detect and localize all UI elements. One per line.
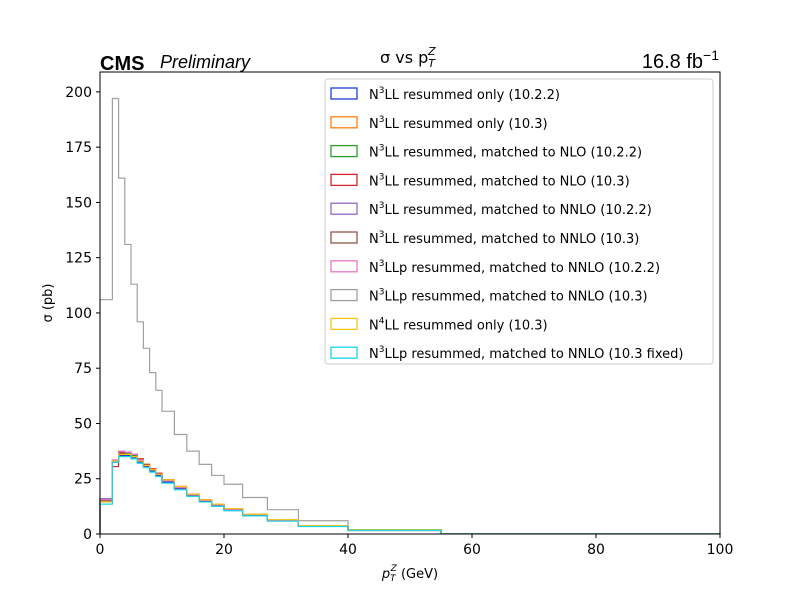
y-axis-label: σ (pb) [41,283,56,322]
ticks-layer: 0 20 40 60 80 100 0 25 50 75 100 125 150 175 200 [65,85,733,558]
legend-label-3: N3LL resummed, matched to NLO (10.3) [369,172,630,189]
legend-label-7: N3LLp resummed, matched to NNLO (10.3) [369,288,648,305]
series-line-6 [99,450,721,535]
y-tick-label-8: 200 [65,85,92,101]
legend-swatch-5 [330,231,358,244]
series-line-5 [99,451,721,535]
legend-label-0: N3LL resummed only (10.2.2) [369,86,560,103]
legend-box [324,78,714,365]
x-axis-label-unit: (GeV) [397,567,438,582]
legend-swatch-8 [330,317,358,331]
x-tick-label-5: 100 [707,542,734,558]
y-tick-label-1: 25 [74,472,92,488]
x-tick-label-4: 80 [587,542,605,558]
y-tick-label-0: 0 [83,527,92,543]
series-line-1 [99,451,721,535]
y-tick-label-6: 150 [65,195,92,211]
x-tick-label-1: 20 [215,542,233,558]
legend-swatch-4 [330,202,358,215]
series-line-3 [99,451,721,535]
legend-swatch-9 [330,346,358,359]
x-axis-label-main: p [381,567,390,582]
legend-label-4: N3LL resummed, matched to NNLO (10.2.2) [369,201,652,218]
y-tick-label-2: 50 [74,416,92,432]
y-tick-label-5: 125 [65,251,92,267]
legend: N3LL resummed only (10.2.2) N3LL resummed… [324,78,714,365]
luminosity-value: 16.8 fb [642,51,703,73]
legend-swatch-3 [330,173,358,187]
x-tick-label-3: 60 [463,542,481,558]
legend-swatch-7 [330,288,358,302]
legend-label-9: N3LLp resummed, matched to NNLO (10.3 fi… [369,345,683,362]
series-line-9 [99,456,721,535]
series-line-8 [99,453,721,535]
chart-title-sub: T [428,57,436,70]
y-tick-label-4: 100 [65,306,92,322]
chart-title-main: σ vs p [380,48,428,67]
legend-swatch-6 [330,260,358,273]
legend-label-1: N3LL resummed only (10.3) [369,115,548,132]
legend-label-6: N3LLp resummed, matched to NNLO (10.2.2) [369,259,660,276]
legend-label-8: N4LL resummed only (10.3) [369,316,548,333]
experiment-label: CMS [100,53,144,75]
plot-frame [99,71,721,535]
x-axis-label: pTZ (GeV) [381,564,438,584]
chart-title: σ vs pTZ [380,45,436,70]
legend-swatch-1 [330,116,358,129]
status-label: Preliminary [160,52,251,72]
luminosity-exponent: −1 [703,47,719,63]
luminosity-label: 16.8 fb−1 [642,47,719,73]
x-tick-label-2: 40 [339,542,357,558]
legend-swatch-2 [330,144,358,158]
x-tick-label-0: 0 [96,542,105,558]
chart-title-sup: Z [427,45,436,58]
x-axis-label-sub: T [390,574,397,584]
legend-swatch-0 [330,87,358,100]
series-line-7 [99,97,721,535]
x-axis-label-sup: Z [390,564,398,574]
series-layer [99,97,721,535]
y-tick-label-3: 75 [74,361,92,377]
series-line-4 [99,450,721,535]
legend-label-2: N3LL resummed, matched to NLO (10.2.2) [369,144,642,161]
y-tick-label-7: 175 [65,140,92,156]
legend-label-5: N3LL resummed, matched to NNLO (10.3) [369,230,639,247]
